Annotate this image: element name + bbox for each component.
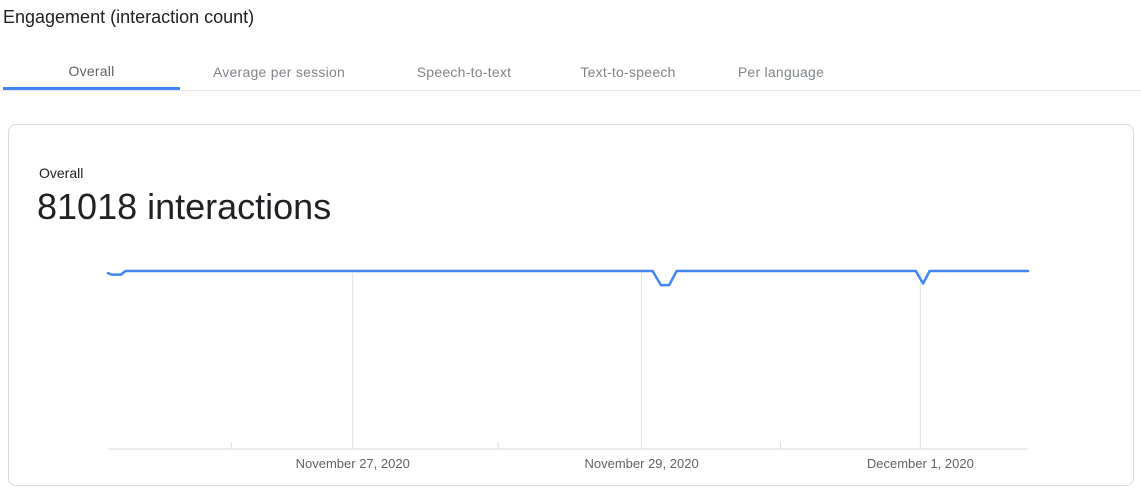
tab-text-to-speech[interactable]: Text-to-speech [550, 54, 706, 90]
tab-label: Per language [737, 64, 825, 80]
x-axis-label: November 27, 2020 [295, 456, 410, 471]
tab-speech-to-text[interactable]: Speech-to-text [378, 54, 550, 90]
tab-label: Speech-to-text [416, 64, 512, 80]
tab-average-per-session[interactable]: Average per session [180, 54, 378, 90]
x-axis-label: December 1, 2020 [866, 456, 974, 471]
x-axis-label: November 29, 2020 [584, 456, 699, 471]
card-subtitle: Overall [39, 165, 84, 181]
tab-label: Text-to-speech [580, 64, 676, 80]
metric-headline: 81018 interactions [37, 186, 332, 227]
overall-card: Overall 81018 interactions November 27, … [8, 124, 1134, 486]
page-title: Engagement (interaction count) [3, 7, 255, 27]
interactions-chart [106, 263, 1030, 450]
tab-bar: Overall Average per session Speech-to-te… [0, 54, 1141, 91]
tab-per-language[interactable]: Per language [706, 54, 856, 90]
tab-overall[interactable]: Overall [3, 54, 180, 90]
chart-svg [106, 269, 1030, 450]
tab-label: Overall [68, 62, 115, 79]
tab-label: Average per session [212, 64, 346, 80]
x-axis-labels: November 27, 2020 November 29, 2020 Decemb… [108, 456, 1028, 476]
interactions-series-line [106, 269, 1030, 287]
